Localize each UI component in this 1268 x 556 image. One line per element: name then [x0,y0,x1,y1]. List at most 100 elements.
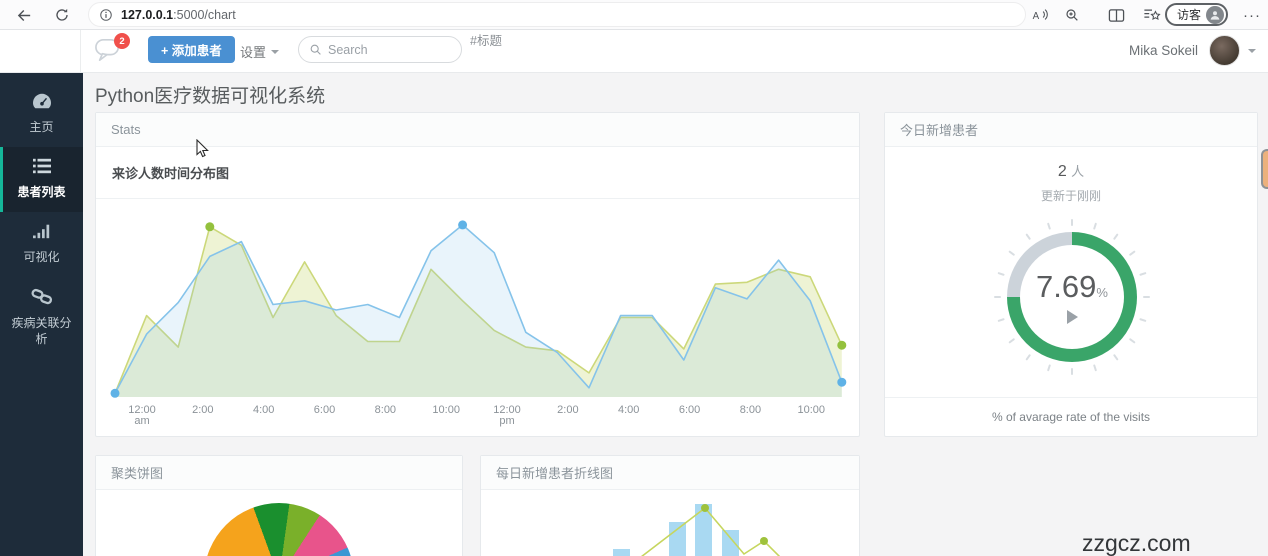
user-avatar[interactable] [1209,35,1240,66]
search-input[interactable] [328,42,438,57]
chain-link-icon [30,288,53,311]
user-menu-chevron-icon[interactable] [1248,49,1256,53]
svg-text:12:00: 12:00 [493,404,521,416]
svg-text:6:00: 6:00 [679,404,700,416]
svg-text:2:00: 2:00 [557,404,578,416]
favorites-list-icon [1144,9,1161,21]
search-icon [310,44,321,55]
sidebar-item-2[interactable]: 可视化 [0,212,83,277]
svg-text:6:00: 6:00 [314,404,335,416]
profile-label: 访客 [1177,8,1202,22]
sidebar-item-0[interactable]: 主页 [0,82,83,147]
stats-card-header: Stats [96,113,859,147]
gauge-donut: 7.69% [992,217,1152,377]
gauge-tick-mark [1143,296,1150,298]
gauge-tick-mark [1092,222,1098,230]
daily-card-header: 每日新增患者折线图 [481,456,859,490]
gauge-tick-mark [1112,353,1119,361]
svg-text:4:00: 4:00 [618,404,639,416]
svg-text:10:00: 10:00 [432,404,460,416]
hash-title-text: #标题 [470,34,502,48]
profile-avatar-icon [1206,5,1225,24]
split-screen-button[interactable] [1104,3,1128,27]
sidebar-item-label: 患者列表 [17,185,66,200]
user-name: Mika Sokeil [1128,43,1198,58]
magnifier-plus-icon [1066,9,1078,21]
url-text: 127.0.0.1:5000/chart [121,7,236,22]
browser-refresh-button[interactable] [50,3,74,27]
gauge-tick-mark [1128,250,1136,257]
gauge-tick-mark [997,317,1005,323]
settings-label: 设置 [240,45,267,60]
sidebar-item-1[interactable]: 患者列表 [0,147,83,213]
gauge-tick-mark [1008,337,1016,344]
gauge-tick-mark [1092,364,1098,372]
settings-dropdown[interactable]: 设置 [240,42,280,61]
gauge-tick-mark [1046,222,1052,230]
ellipsis-icon: ··· [1243,6,1261,24]
svg-text:4:00: 4:00 [253,404,274,416]
sidebar-item-label: 主页 [29,120,54,134]
gauge-value: 7.69% [1036,268,1108,304]
mouse-cursor [196,139,209,158]
messages-button[interactable]: 2 [94,33,130,67]
cluster-pie-card: 聚类饼图 [95,455,463,556]
sidebar-item-label: 可视化 [23,250,60,265]
list-icon [31,157,53,180]
gauge-tick-mark [1071,368,1073,375]
svg-text:am: am [134,415,149,427]
gauge-tick-mark [1139,317,1147,323]
daily-bar-line-chart[interactable] [496,496,846,556]
stats-card: Stats 来诊人数时间分布图 12:00 am 2:00 4:00 6:00 8:00 1… [95,112,860,437]
bar-chart-icon [31,222,53,245]
gauge-tick-mark [1046,364,1052,372]
svg-text:A: A [1032,10,1039,21]
add-patient-button[interactable]: + 添加患者 [148,36,235,63]
search-box[interactable] [298,36,462,63]
pie-card-header: 聚类饼图 [96,456,462,490]
sidebar-item-3[interactable]: 疾病关联分析 [0,278,83,359]
visits-chart-title: 来诊人数时间分布图 [96,147,859,199]
read-aloud-icon: A [1032,8,1048,21]
cluster-pie-chart[interactable] [204,503,354,556]
gauge-tick-mark [997,271,1005,277]
edge-sidebar-handle[interactable] [1261,149,1268,189]
speedometer-icon [31,92,53,115]
new-patients-count: 2 人 [1057,163,1085,180]
collections-button[interactable] [1140,3,1164,27]
gauge-tick-mark [1025,233,1032,241]
daily-new-patients-card: 每日新增患者折线图 [480,455,860,556]
split-screen-icon [1108,8,1124,22]
browser-profile-button[interactable]: 访客 [1165,3,1229,26]
browser-chrome: 127.0.0.1:5000/chart A 访客 ··· [0,0,1268,30]
browser-menu-button[interactable]: ··· [1240,3,1264,27]
play-icon[interactable] [1066,309,1078,324]
page-title: Python医疗数据可视化系统 [95,86,326,107]
back-arrow-icon [17,9,30,21]
refresh-icon [56,8,68,21]
browser-address-bar[interactable]: 127.0.0.1:5000/chart [88,2,1026,27]
navbar-divider [80,30,81,73]
read-aloud-button[interactable]: A [1028,3,1052,27]
updated-text: 更新于刚刚 [1040,189,1101,203]
sidebar-nav: 主页患者列表可视化疾病关联分析 [0,73,83,556]
svg-text:2:00: 2:00 [192,404,213,416]
browser-back-button[interactable] [12,3,36,27]
new-patients-card-header: 今日新增患者 [885,113,1257,147]
watermark-text: zzgcz.com [1082,530,1191,556]
svg-text:pm: pm [499,415,514,427]
site-info-icon[interactable] [99,8,113,22]
unread-count-badge: 2 [114,33,130,49]
app-navbar: 2 + 添加患者 设置 #标题 Mika Sokeil [0,30,1268,73]
zoom-button[interactable] [1060,3,1084,27]
svg-text:12:00: 12:00 [128,404,156,416]
gauge-tick-mark [1071,219,1073,226]
gauge-tick-mark [1025,353,1032,361]
chevron-down-icon [271,49,280,54]
gauge-footer-text: % of avarage rate of the visits [885,397,1257,436]
gauge-tick-mark [1139,271,1147,277]
gauge-tick-mark [1008,250,1016,257]
new-patients-card: 今日新增患者 2 人 更新于刚刚 7.69% % of avarage rate… [884,112,1258,437]
